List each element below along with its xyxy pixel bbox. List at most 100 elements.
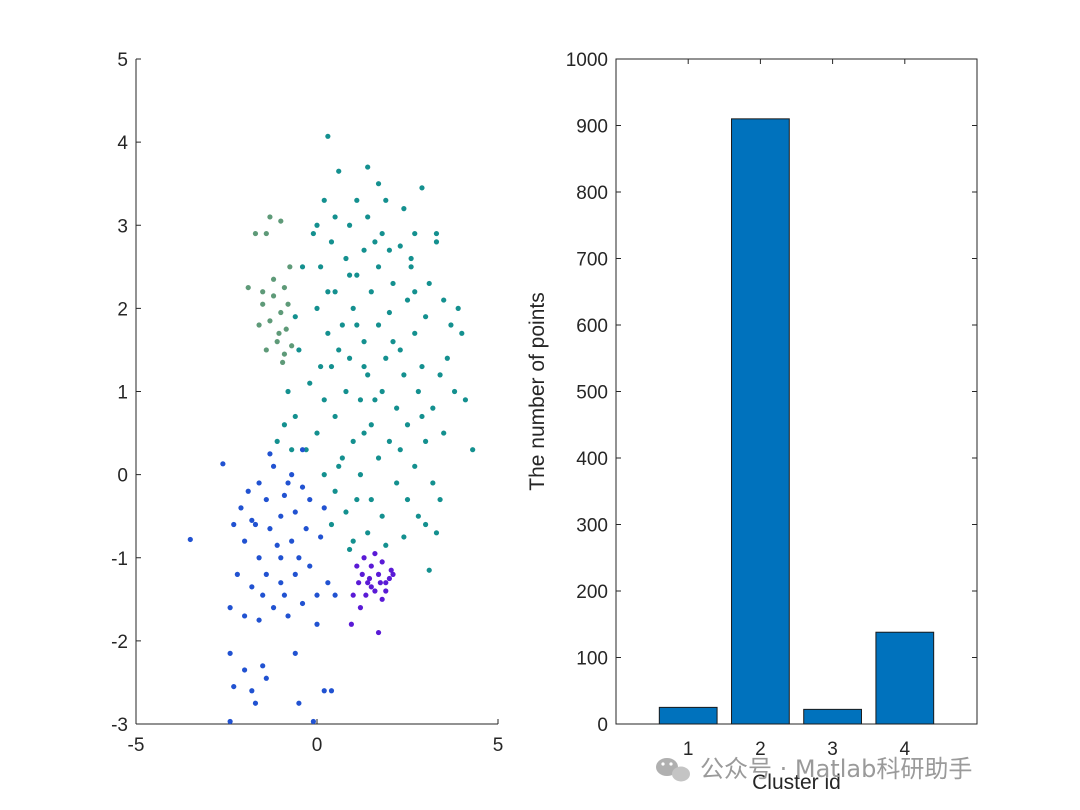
scatter-point bbox=[187, 536, 193, 543]
scatter-point bbox=[292, 314, 298, 320]
scatter-point bbox=[343, 255, 349, 262]
scatter-point bbox=[249, 584, 255, 590]
bar-chart: 0 100 200 300 400 500 600 700 800 900 1000 1 2 3 4 Clus… bbox=[526, 50, 978, 794]
scatter-point bbox=[325, 330, 331, 336]
scatter-y-tick-label: -3 bbox=[111, 715, 128, 736]
scatter-point bbox=[368, 496, 374, 503]
scatter-point bbox=[299, 484, 306, 490]
bar-x-tick-label: 2 bbox=[755, 739, 766, 760]
scatter-point bbox=[375, 571, 382, 577]
scatter-point bbox=[430, 480, 436, 486]
bar-y-tick-label: 900 bbox=[576, 117, 608, 138]
scatter-point bbox=[350, 592, 356, 598]
scatter-point bbox=[419, 413, 425, 420]
scatter-point bbox=[242, 538, 248, 544]
scatter-point bbox=[281, 351, 288, 357]
scatter-point bbox=[274, 542, 280, 548]
scatter-point bbox=[299, 447, 306, 453]
scatter-point bbox=[332, 214, 338, 220]
scatter-point bbox=[292, 509, 298, 515]
scatter-point bbox=[386, 575, 392, 582]
scatter-point bbox=[260, 289, 266, 295]
scatter-point bbox=[276, 330, 282, 336]
scatter-point bbox=[419, 185, 425, 191]
scatter-point bbox=[256, 322, 262, 328]
scatter-point bbox=[379, 230, 385, 237]
scatter-point bbox=[328, 363, 335, 370]
scatter-point bbox=[270, 605, 277, 611]
scatter-point bbox=[377, 580, 383, 586]
scatter-point bbox=[379, 596, 385, 602]
scatter-point bbox=[278, 555, 284, 561]
scatter-point bbox=[321, 472, 327, 478]
bar-x-label: Cluster id bbox=[752, 771, 841, 794]
scatter-point bbox=[408, 255, 414, 262]
scatter-point bbox=[260, 592, 266, 598]
scatter-point bbox=[433, 230, 440, 237]
scatter-x-tick-label: 0 bbox=[312, 735, 323, 756]
scatter-point bbox=[412, 289, 418, 295]
scatter-point bbox=[318, 534, 324, 540]
scatter-point bbox=[274, 438, 280, 444]
scatter-point bbox=[314, 305, 320, 311]
watermark: 公众号 · Matlab科研助手 bbox=[656, 755, 972, 783]
scatter-point bbox=[455, 305, 461, 311]
scatter-point bbox=[415, 513, 421, 519]
scatter-point bbox=[339, 322, 345, 328]
scatter-point bbox=[375, 629, 382, 636]
scatter-point bbox=[336, 347, 342, 353]
scatter-y-tick-label: -2 bbox=[111, 632, 128, 653]
scatter-point bbox=[354, 272, 360, 278]
scatter-point bbox=[289, 538, 295, 544]
scatter-point bbox=[404, 297, 411, 303]
scatter-point bbox=[278, 218, 284, 224]
scatter-point bbox=[368, 289, 374, 295]
scatter-point bbox=[292, 571, 298, 577]
scatter-point bbox=[242, 613, 248, 619]
scatter-point bbox=[412, 463, 418, 469]
scatter-point bbox=[401, 534, 407, 540]
scatter-point bbox=[397, 243, 403, 249]
scatter-point bbox=[321, 688, 327, 694]
scatter-point bbox=[366, 575, 373, 582]
scatter-point bbox=[433, 239, 440, 245]
scatter-point bbox=[314, 430, 320, 436]
scatter-point bbox=[451, 388, 458, 395]
scatter-point bbox=[354, 197, 360, 203]
scatter-point bbox=[249, 688, 255, 694]
scatter-point bbox=[278, 513, 284, 519]
series-cluster-4 bbox=[187, 447, 338, 725]
scatter-y-tick-label: 5 bbox=[117, 50, 128, 71]
scatter-point bbox=[285, 301, 291, 307]
scatter-point bbox=[296, 555, 302, 561]
scatter-point bbox=[339, 455, 345, 461]
scatter-point bbox=[296, 700, 302, 706]
scatter-point bbox=[231, 521, 237, 528]
scatter-point bbox=[328, 521, 335, 528]
scatter-point bbox=[346, 546, 353, 553]
scatter-point bbox=[336, 463, 342, 469]
scatter-point bbox=[383, 355, 389, 361]
scatter-point bbox=[299, 600, 306, 607]
scatter-point bbox=[303, 447, 309, 453]
scatter-point bbox=[274, 339, 280, 345]
scatter-point bbox=[365, 214, 371, 220]
scatter-point bbox=[394, 405, 400, 411]
scatter-point bbox=[289, 472, 295, 478]
scatter-point bbox=[363, 592, 369, 598]
scatter-point bbox=[283, 326, 289, 332]
scatter-point bbox=[220, 461, 226, 467]
scatter-point bbox=[397, 447, 403, 453]
scatter-point bbox=[390, 339, 396, 345]
scatter-y-tick-label: -1 bbox=[111, 549, 128, 570]
scatter-point bbox=[441, 297, 447, 303]
scatter-point bbox=[350, 438, 356, 444]
scatter-point bbox=[299, 264, 306, 270]
scatter-point bbox=[365, 530, 371, 536]
scatter-point bbox=[285, 613, 291, 619]
scatter-point bbox=[423, 314, 429, 320]
scatter-point bbox=[307, 563, 313, 569]
scatter-point bbox=[343, 509, 349, 515]
scatter-point bbox=[357, 605, 364, 611]
